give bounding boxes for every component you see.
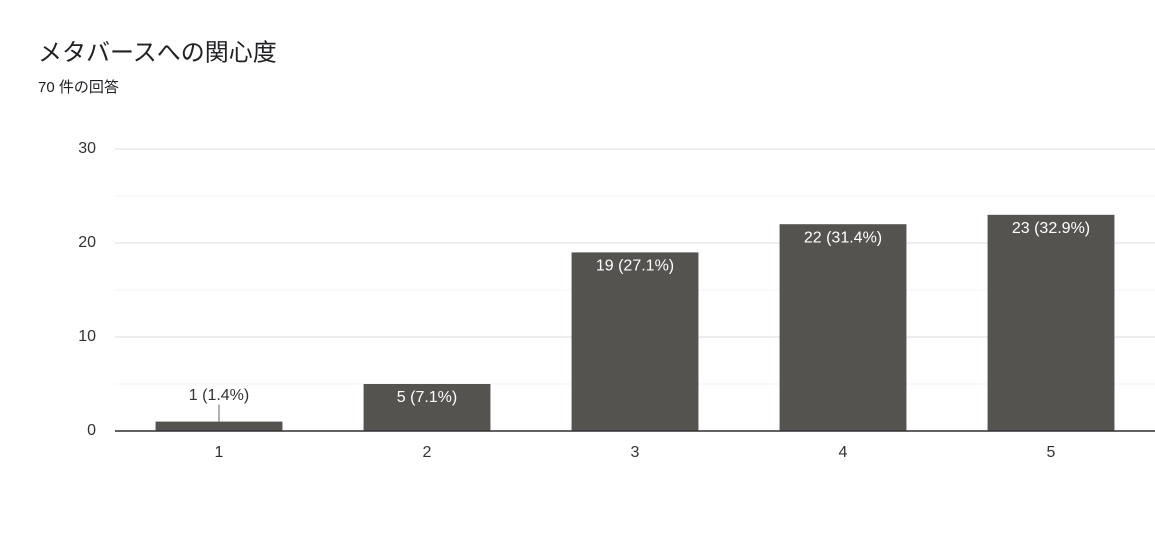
data-label: 22 (31.4%) xyxy=(804,229,882,246)
x-tick-label: 4 xyxy=(839,444,848,461)
y-tick-label: 20 xyxy=(78,234,96,251)
bar xyxy=(363,384,491,431)
data-label: 5 (7.1%) xyxy=(397,389,457,406)
chart-title: メタバースへの関心度 xyxy=(38,39,277,66)
y-tick-label: 0 xyxy=(87,422,96,439)
x-tick-label: 2 xyxy=(423,444,432,461)
y-tick-label: 30 xyxy=(78,140,96,157)
data-label: 23 (32.9%) xyxy=(1012,220,1090,237)
x-tick-label: 3 xyxy=(631,444,640,461)
bar xyxy=(571,252,699,431)
bar xyxy=(987,214,1115,431)
y-tick-label: 10 xyxy=(78,328,96,345)
bar xyxy=(155,421,283,431)
x-tick-label: 5 xyxy=(1047,444,1056,461)
x-tick-label: 1 xyxy=(215,444,224,461)
chart-subtitle: 70 件の回答 xyxy=(38,79,119,96)
data-label: 19 (27.1%) xyxy=(596,258,674,275)
data-label: 1 (1.4%) xyxy=(189,387,249,404)
bar xyxy=(779,224,907,431)
